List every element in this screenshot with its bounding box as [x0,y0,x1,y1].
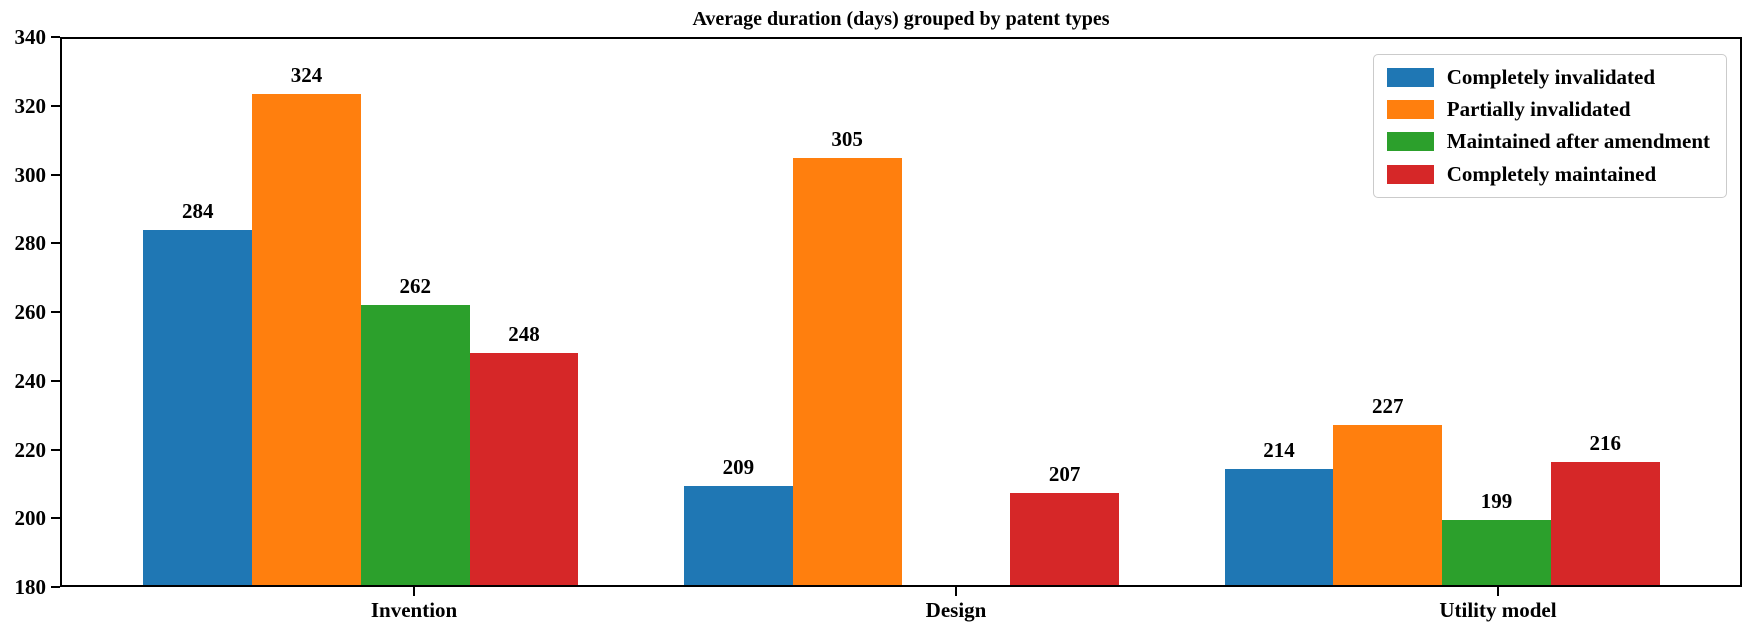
legend-label: Completely invalidated [1446,65,1655,89]
legend-item-maintained-after-amendment: Maintained after amendment [1386,129,1710,154]
bar-value-label: 227 [1372,393,1404,418]
bar-value-label: 305 [831,127,863,152]
x-category-label-utility-model: Utility model [1439,598,1557,622]
y-tick-label: 240 [14,368,47,393]
legend-item-completely-maintained: Completely maintained [1386,161,1710,187]
y-tick-mark [51,311,60,313]
legend-label: Partially invalidated [1446,97,1631,122]
bar-value-label: 324 [290,62,323,87]
bars-layer: 284 324 262 248 209 305 207 214 227 199 216 [62,39,1740,585]
y-tick-mark [51,36,60,38]
chart-title: Average duration (days) grouped by paten… [692,8,1110,30]
plot-area: 284 324 262 248 209 305 207 214 227 199 216 Comple… [60,37,1742,587]
y-tick-label: 320 [14,93,47,118]
bar-utility-model-completely-invalidated [1224,468,1334,585]
legend-swatch [1386,164,1434,184]
y-tick-label: 280 [14,231,47,256]
y-tick-mark [51,242,60,245]
x-tick-mark [955,587,957,596]
bar-design-completely-maintained [1010,492,1119,585]
bar-invention-completely-invalidated [143,230,253,585]
y-tick-mark [51,448,60,451]
bar-design-partially-invalidated [792,158,902,585]
bar-value-label: 209 [722,455,755,480]
x-tick-mark [413,587,416,596]
bar-invention-completely-maintained [469,352,579,585]
x-axis: Invention Design Utility model [60,587,1742,635]
bar-design-completely-invalidated [684,486,793,585]
legend-label: Completely maintained [1446,161,1657,186]
y-tick-mark [51,517,60,520]
y-tick-label: 340 [14,25,47,49]
bar-value-label: 248 [508,321,540,346]
bar-invention-maintained-after-amendment [360,305,470,585]
x-category-label-design: Design [925,598,987,622]
y-tick-mark [51,173,60,176]
bar-utility-model-maintained-after-amendment [1442,520,1551,585]
bar-invention-partially-invalidated [252,93,361,585]
legend-label: Maintained after amendment [1446,129,1710,154]
bar-value-label: 262 [399,274,431,299]
legend-item-completely-invalidated: Completely invalidated [1386,65,1710,90]
y-tick-mark [51,104,60,107]
bar-value-label: 216 [1589,431,1621,456]
y-tick-label: 180 [14,575,47,599]
legend-swatch [1386,68,1434,88]
legend-item-partially-invalidated: Partially invalidated [1386,97,1710,122]
bar-value-label: 199 [1480,489,1513,514]
y-tick-label: 220 [14,437,47,462]
y-tick-mark [51,586,60,588]
bar-utility-model-completely-maintained [1550,462,1660,585]
legend-swatch [1386,132,1434,152]
bar-value-label: 207 [1048,461,1081,486]
bar-value-label: 284 [181,199,214,224]
y-tick-label: 300 [14,162,47,187]
x-tick-mark [1496,587,1499,596]
y-tick-label: 260 [14,300,47,324]
y-tick-label: 200 [14,506,47,531]
y-tick-mark [51,379,60,382]
x-category-label-invention: Invention [370,598,458,622]
legend: Completely invalidated Partially invalida… [1372,54,1727,198]
bar-utility-model-partially-invalidated [1333,424,1443,585]
legend-swatch [1386,100,1434,120]
bar-value-label: 214 [1263,437,1295,462]
y-axis: 180 200 220 240 260 280 300 320 340 [0,26,60,598]
